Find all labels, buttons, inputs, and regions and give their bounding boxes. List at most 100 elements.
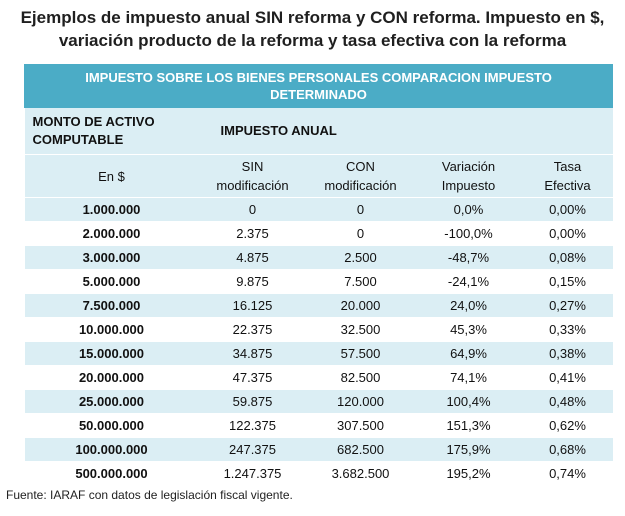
table-row: 15.000.000 34.875 57.500 64,9% 0,38% xyxy=(24,341,613,366)
tasa-efectiva-cell: 0,00% xyxy=(522,221,613,246)
con-modificacion-cell: 57.500 xyxy=(306,341,415,366)
monto-header-line-2: COMPUTABLE xyxy=(32,132,124,147)
con-modificacion-cell: 120.000 xyxy=(306,389,415,414)
variacion-cell: 151,3% xyxy=(414,413,523,438)
con-modificacion-cell: 82.500 xyxy=(306,365,415,390)
variacion-impuesto-header: Variación Impuesto xyxy=(414,154,523,198)
monto-cell: 20.000.000 xyxy=(24,365,199,390)
monto-cell: 500.000.000 xyxy=(24,461,199,486)
con-modificacion-cell: 32.500 xyxy=(306,317,415,342)
table-row: 3.000.000 4.875 2.500 -48,7% 0,08% xyxy=(24,245,613,270)
variacion-cell: 175,9% xyxy=(414,437,523,462)
con-modificacion-header: CON modificación xyxy=(306,154,415,198)
sin-modificacion-cell: 2.375 xyxy=(198,221,307,246)
tasa-efectiva-cell: 0,41% xyxy=(522,365,613,390)
tasa-header-line-1: Tasa xyxy=(553,159,582,174)
sin-modificacion-cell: 4.875 xyxy=(198,245,307,270)
variacion-cell: 45,3% xyxy=(414,317,523,342)
sin-modificacion-cell: 16.125 xyxy=(198,293,307,318)
monto-header: MONTO DE ACTIVO COMPUTABLE xyxy=(24,107,199,155)
tax-comparison-table: IMPUESTO SOBRE LOS BIENES PERSONALES COM… xyxy=(23,64,614,486)
monto-cell: 3.000.000 xyxy=(24,245,199,270)
impuesto-anual-header: IMPUESTO ANUAL xyxy=(198,107,613,155)
sin-modificacion-cell: 9.875 xyxy=(198,269,307,294)
document-title: Ejemplos de impuesto anual SIN reforma y… xyxy=(0,6,625,52)
monto-cell: 10.000.000 xyxy=(24,317,199,342)
header-row-main: MONTO DE ACTIVO COMPUTABLE IMPUESTO ANUA… xyxy=(24,107,613,155)
tasa-efectiva-header: Tasa Efectiva xyxy=(522,154,613,198)
table-row: 5.000.000 9.875 7.500 -24,1% 0,15% xyxy=(24,269,613,294)
variacion-cell: 24,0% xyxy=(414,293,523,318)
table-banner: IMPUESTO SOBRE LOS BIENES PERSONALES COM… xyxy=(23,64,614,108)
con-modificacion-cell: 2.500 xyxy=(306,245,415,270)
variacion-cell: -100,0% xyxy=(414,221,523,246)
source-note: Fuente: IARAF con datos de legislación f… xyxy=(6,488,293,502)
table-row: 1.000.000 0 0 0,0% 0,00% xyxy=(24,197,613,222)
tasa-efectiva-cell: 0,38% xyxy=(522,341,613,366)
con-modificacion-cell: 0 xyxy=(306,221,415,246)
table-row: 500.000.000 1.247.375 3.682.500 195,2% 0,74% xyxy=(24,461,613,486)
variacion-cell: 64,9% xyxy=(414,341,523,366)
tasa-efectiva-cell: 0,68% xyxy=(522,437,613,462)
monto-cell: 50.000.000 xyxy=(24,413,199,438)
tasa-efectiva-cell: 0,62% xyxy=(522,413,613,438)
variacion-cell: 100,4% xyxy=(414,389,523,414)
variacion-cell: -24,1% xyxy=(414,269,523,294)
var-header-line-2: Impuesto xyxy=(441,178,496,193)
table-row: 7.500.000 16.125 20.000 24,0% 0,27% xyxy=(24,293,613,318)
table-row: 100.000.000 247.375 682.500 175,9% 0,68% xyxy=(24,437,613,462)
con-modificacion-cell: 307.500 xyxy=(306,413,415,438)
title-line-2: variación producto de la reforma y tasa … xyxy=(58,31,567,50)
sin-modificacion-header: SIN modificación xyxy=(198,154,307,198)
monto-cell: 5.000.000 xyxy=(24,269,199,294)
sin-modificacion-cell: 34.875 xyxy=(198,341,307,366)
sin-modificacion-cell: 1.247.375 xyxy=(198,461,307,486)
con-modificacion-cell: 0 xyxy=(306,197,415,222)
monto-cell: 7.500.000 xyxy=(24,293,199,318)
variacion-cell: 74,1% xyxy=(414,365,523,390)
variacion-cell: 0,0% xyxy=(414,197,523,222)
tasa-efectiva-cell: 0,00% xyxy=(522,197,613,222)
tasa-header-line-2: Efectiva xyxy=(544,178,591,193)
tasa-efectiva-cell: 0,15% xyxy=(522,269,613,294)
monto-cell: 25.000.000 xyxy=(24,389,199,414)
variacion-cell: 195,2% xyxy=(414,461,523,486)
monto-cell: 2.000.000 xyxy=(24,221,199,246)
table-banner-row: IMPUESTO SOBRE LOS BIENES PERSONALES COM… xyxy=(23,64,614,108)
title-line-1: Ejemplos de impuesto anual SIN reforma y… xyxy=(20,8,605,27)
con-header-line-2: modificación xyxy=(324,178,397,193)
sin-header-line-2: modificación xyxy=(216,178,289,193)
table-row: 2.000.000 2.375 0 -100,0% 0,00% xyxy=(24,221,613,246)
sin-modificacion-cell: 47.375 xyxy=(198,365,307,390)
con-modificacion-cell: 7.500 xyxy=(306,269,415,294)
sin-modificacion-cell: 22.375 xyxy=(198,317,307,342)
sin-modificacion-cell: 122.375 xyxy=(198,413,307,438)
tasa-efectiva-cell: 0,27% xyxy=(522,293,613,318)
table-row: 10.000.000 22.375 32.500 45,3% 0,33% xyxy=(24,317,613,342)
header-row-sub: En $ SIN modificación CON modificación V… xyxy=(24,154,613,198)
con-modificacion-cell: 3.682.500 xyxy=(306,461,415,486)
table-row: 25.000.000 59.875 120.000 100,4% 0,48% xyxy=(24,389,613,414)
tasa-efectiva-cell: 0,08% xyxy=(522,245,613,270)
sin-header-line-1: SIN xyxy=(241,159,264,174)
table-row: 20.000.000 47.375 82.500 74,1% 0,41% xyxy=(24,365,613,390)
monto-cell: 15.000.000 xyxy=(24,341,199,366)
banner-line-1: IMPUESTO SOBRE LOS BIENES PERSONALES COM… xyxy=(85,70,552,85)
con-header-line-1: CON xyxy=(346,159,375,174)
monto-header-line-1: MONTO DE ACTIVO xyxy=(32,114,155,129)
sin-modificacion-cell: 59.875 xyxy=(198,389,307,414)
monto-cell: 100.000.000 xyxy=(24,437,199,462)
table-row: 50.000.000 122.375 307.500 151,3% 0,62% xyxy=(24,413,613,438)
tasa-efectiva-cell: 0,33% xyxy=(522,317,613,342)
en-pesos-header: En $ xyxy=(24,154,199,198)
tasa-efectiva-cell: 0,74% xyxy=(522,461,613,486)
con-modificacion-cell: 20.000 xyxy=(306,293,415,318)
sin-modificacion-cell: 247.375 xyxy=(198,437,307,462)
con-modificacion-cell: 682.500 xyxy=(306,437,415,462)
var-header-line-1: Variación xyxy=(441,159,496,174)
tasa-efectiva-cell: 0,48% xyxy=(522,389,613,414)
variacion-cell: -48,7% xyxy=(414,245,523,270)
banner-line-2: DETERMINADO xyxy=(270,87,367,102)
monto-cell: 1.000.000 xyxy=(24,197,199,222)
sin-modificacion-cell: 0 xyxy=(198,197,307,222)
